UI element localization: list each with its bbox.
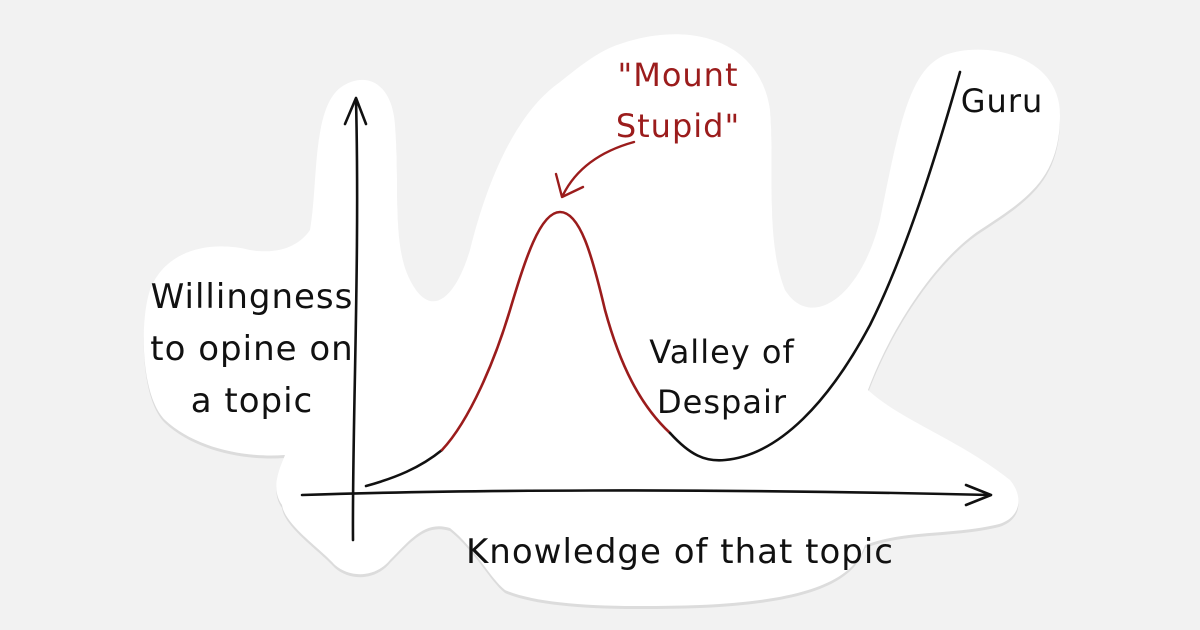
mount-stupid-callout-arrowhead — [554, 172, 585, 199]
curve-mount-stupid-segment — [440, 210, 672, 452]
y-axis-arrowhead — [343, 96, 368, 126]
curve-valley-to-guru-segment — [668, 70, 962, 462]
curve-start-segment — [364, 448, 444, 488]
y-axis-label-line-3: a topic — [191, 381, 314, 421]
sticker-background — [143, 34, 1061, 607]
x-axis-label: Knowledge of that topic — [466, 532, 894, 572]
guru-label: Guru — [961, 82, 1044, 120]
mount-stupid-label-line-2: Stupid" — [616, 107, 740, 145]
y-axis-label-line-2: to opine on — [150, 329, 353, 369]
mount-stupid-callout-arrow — [561, 140, 636, 197]
valley-of-despair-label-line-1: Valley of — [649, 333, 794, 371]
mount-stupid-label-line-1: "Mount — [617, 56, 738, 94]
y-axis-label-line-1: Willingness — [151, 277, 354, 317]
x-axis-line — [300, 489, 992, 497]
x-axis-arrowhead — [964, 483, 993, 507]
valley-of-despair-label-line-2: Despair — [657, 383, 787, 421]
